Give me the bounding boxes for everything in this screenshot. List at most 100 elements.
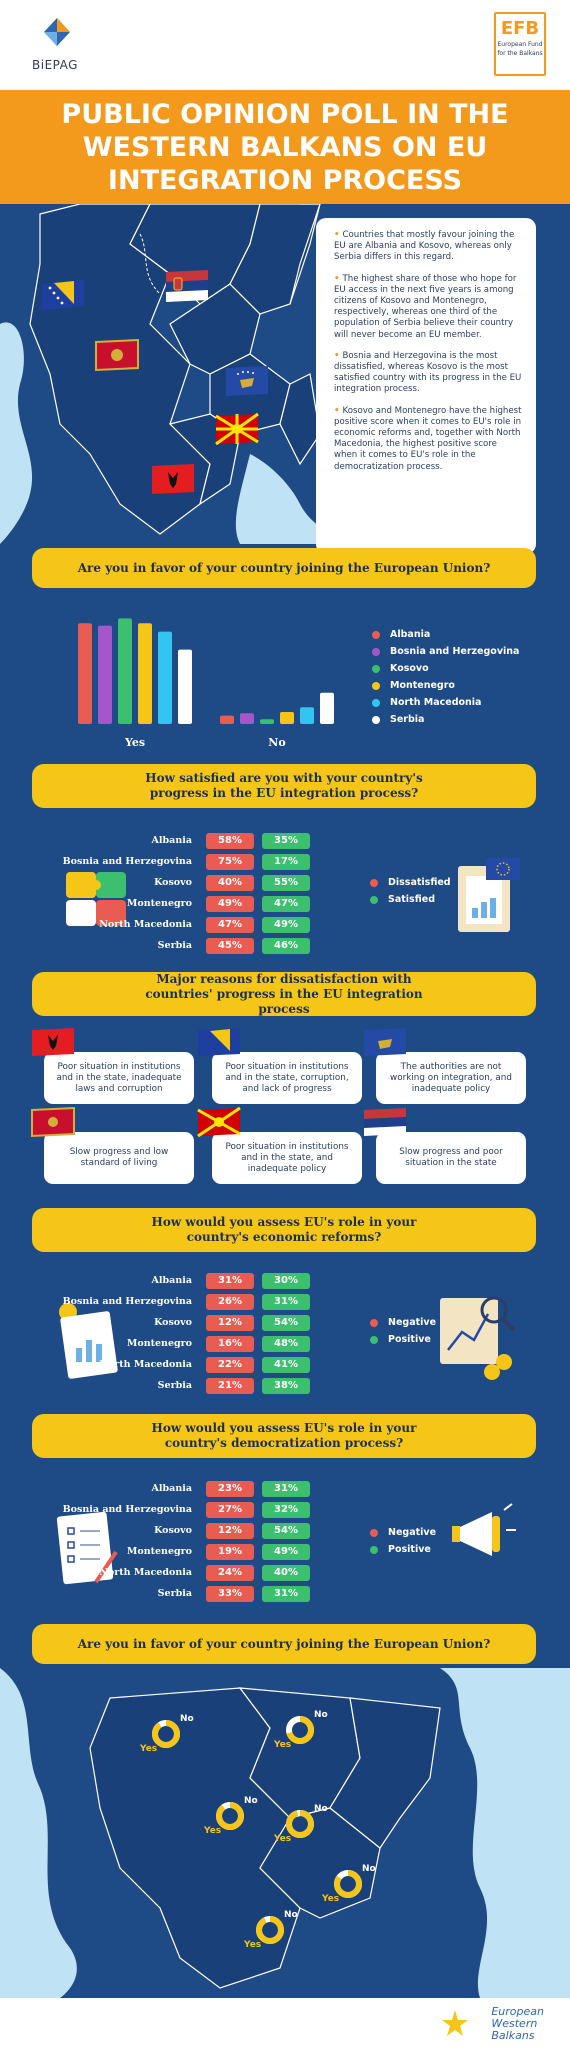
- legend-item: Positive: [370, 1541, 436, 1558]
- legend-dot: [370, 1528, 378, 1537]
- bar-serbia-yes: [178, 649, 192, 724]
- serbia-flag-icon: [364, 1108, 406, 1136]
- question-1-heading: Are you in favor of your country joining…: [32, 548, 536, 588]
- country-label: Montenegro: [126, 898, 192, 909]
- montenegro-flag-icon: [31, 1106, 75, 1138]
- efb-logo: EFB European Fund for the Balkans: [494, 12, 546, 76]
- legend-item: Negative: [370, 1314, 436, 1331]
- donut-yes-segment: [334, 1870, 362, 1898]
- country-label: North Macedonia: [99, 1359, 192, 1370]
- donut-yes-label: Yes: [244, 1940, 262, 1950]
- donut-no-label: No: [314, 1804, 328, 1814]
- table-row: Bosnia and Herzegovina 75% 17%: [40, 851, 318, 872]
- efb-logo-subtext-1: European Fund: [497, 41, 543, 48]
- legend-dot: [372, 715, 380, 724]
- negative-value: 12%: [206, 1314, 254, 1331]
- legend-dot: [370, 1335, 378, 1344]
- table-row: North Macedonia 24% 40%: [40, 1562, 318, 1583]
- donut-yes-segment: [286, 1716, 314, 1744]
- legend-label: Negative: [388, 1317, 437, 1328]
- negative-value: 26%: [206, 1293, 254, 1310]
- q6-balkans-map: [0, 1668, 570, 1998]
- finding-1: Countries that mostly favour joining the…: [334, 230, 522, 264]
- negative-value: 16%: [206, 1335, 254, 1352]
- table-row: Kosovo 40% 55%: [40, 872, 318, 893]
- question-5-text: How would you assess EU's role in your c…: [151, 1421, 417, 1450]
- donut-albania: [256, 1916, 284, 1944]
- positive-value: 54%: [262, 1522, 310, 1539]
- bar-montenegro-no: [280, 712, 294, 724]
- donut-yes-segment: [216, 1802, 244, 1830]
- bar-serbia-no: [320, 692, 334, 724]
- q4-table: Albania 31% 30% Bosnia and Herzegovina 26% 31…: [40, 1270, 318, 1396]
- negative-value: 31%: [206, 1272, 254, 1289]
- q5-panel: Albania 23% 31% Bosnia and Herzegovina 27% 32…: [0, 1470, 570, 1620]
- legend-label: Positive: [388, 1544, 431, 1555]
- q2-panel: Albania 58% 35% Bosnia and Herzegovina 75% 17…: [0, 818, 570, 966]
- question-6-heading: Are you in favor of your country joining…: [32, 1624, 536, 1664]
- reason-kosovo: The authorities are not working on integ…: [376, 1052, 526, 1104]
- q6-map-panel: Yes No Yes No Yes No Yes No Yes No Yes No: [0, 1668, 570, 1998]
- legend-dot: [372, 698, 380, 707]
- donut-serbia: [286, 1716, 314, 1744]
- country-label: Albania: [151, 835, 192, 846]
- country-label: Kosovo: [154, 1317, 192, 1328]
- bar-albania-no: [220, 715, 234, 724]
- question-5-heading: How would you assess EU's role in your c…: [32, 1414, 536, 1458]
- q3-panel: Poor situation in institutions and in th…: [0, 1022, 570, 1192]
- table-row: Serbia 21% 38%: [40, 1375, 318, 1396]
- bar-albania-yes: [78, 623, 92, 724]
- positive-value: 31%: [262, 1585, 310, 1602]
- serbia-flag-icon: [166, 270, 208, 302]
- question-4-heading: How would you assess EU's role in your c…: [32, 1208, 536, 1252]
- negative-value: 22%: [206, 1356, 254, 1373]
- montenegro-flag-icon: [95, 338, 139, 372]
- kosovo-flag-icon: [364, 1028, 406, 1056]
- ewb-logo-text: European Western Balkans: [491, 2006, 544, 2042]
- legend-label: Serbia: [390, 714, 425, 725]
- donut-yes-label: Yes: [140, 1744, 158, 1754]
- positive-value: 55%: [262, 874, 310, 891]
- donut-yes-segment: [152, 1720, 180, 1748]
- efb-logo-subtext-2: for the Balkans: [497, 50, 543, 57]
- reason-serbia: Slow progress and poor situation in the …: [376, 1132, 526, 1184]
- page-title: PUBLIC OPINION POLL IN THE WESTERN BALKA…: [61, 98, 509, 196]
- table-row: Kosovo 12% 54%: [40, 1312, 318, 1333]
- reason-north-macedonia: Poor situation in institutions and in th…: [212, 1132, 362, 1184]
- legend-item: Dissatisfied: [370, 874, 451, 891]
- country-label: North Macedonia: [99, 1567, 192, 1578]
- negative-value: 47%: [206, 916, 254, 933]
- positive-value: 49%: [262, 1543, 310, 1560]
- legend-dot: [372, 647, 380, 656]
- legend-item: Positive: [370, 1331, 436, 1348]
- finding-4: Kosovo and Montenegro have the highest p…: [334, 406, 522, 473]
- legend-dot: [370, 1545, 378, 1554]
- country-label: Bosnia and Herzegovina: [62, 1504, 192, 1515]
- legend-label: Albania: [390, 629, 431, 640]
- ewb-line-1: European: [491, 2005, 544, 2018]
- bar-bosnia-and-herzegovina-no: [240, 713, 254, 724]
- kosovo-flag-icon: [226, 366, 268, 396]
- donut-montenegro: [216, 1802, 244, 1830]
- table-row: Albania 23% 31%: [40, 1478, 318, 1499]
- report-chart-icon: [59, 1303, 118, 1379]
- negative-value: 75%: [206, 853, 254, 870]
- negative-value: 40%: [206, 874, 254, 891]
- q1-bar-chart: Yes No: [78, 618, 334, 749]
- category-label-yes: Yes: [124, 736, 145, 749]
- table-row: Bosnia and Herzegovina 26% 31%: [40, 1291, 318, 1312]
- legend-dot: [370, 878, 378, 887]
- header: BiEPAG EFB European Fund for the Balkans: [0, 0, 570, 90]
- albania-flag-icon: [32, 1028, 74, 1056]
- donut-yes-segment: [256, 1916, 284, 1944]
- eu-document-icon: [458, 858, 520, 932]
- efb-logo-text: EFB: [500, 18, 540, 39]
- legend-item: Negative: [370, 1524, 436, 1541]
- legend-item: Kosovo: [372, 660, 519, 677]
- reason-montenegro: Slow progress and low standard of living: [44, 1132, 194, 1184]
- table-row: North Macedonia 22% 41%: [40, 1354, 318, 1375]
- positive-value: 17%: [262, 853, 310, 870]
- reason-albania: Poor situation in institutions and in th…: [44, 1052, 194, 1104]
- bar-bosnia-and-herzegovina-yes: [98, 625, 112, 724]
- legend-label: Bosnia and Herzegovina: [390, 646, 520, 657]
